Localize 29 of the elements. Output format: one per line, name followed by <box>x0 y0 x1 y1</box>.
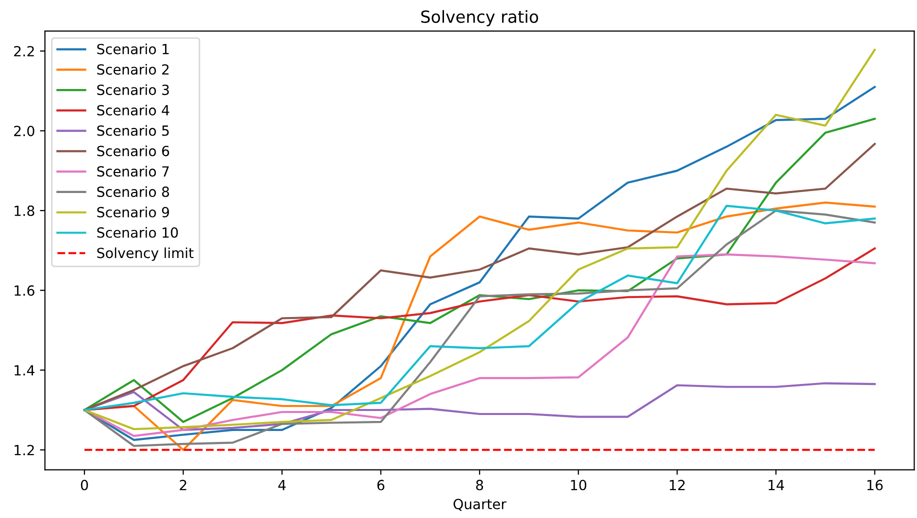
legend-label: Scenario 4 <box>97 104 170 116</box>
x-tick-label: 0 <box>80 480 88 490</box>
y-tick-label: 1.4 <box>14 365 34 376</box>
x-tick-label: 14 <box>768 480 784 490</box>
legend-label: Scenario 3 <box>97 84 169 96</box>
legend-label: Scenario 7 <box>97 166 169 177</box>
legend-label: Scenario 5 <box>97 125 169 136</box>
x-axis-title: Quarter <box>454 498 506 511</box>
x-tick-label: 16 <box>867 480 883 490</box>
chart-title: Solvency ratio <box>421 10 538 26</box>
x-tick-label: 2 <box>180 480 186 490</box>
x-tick-label: 8 <box>476 480 484 490</box>
y-tick-label: 1.6 <box>14 285 34 296</box>
x-tick-label: 12 <box>670 480 685 490</box>
y-tick-label: 2.0 <box>14 126 34 136</box>
legend-label: Scenario 1 <box>97 44 169 54</box>
line-series <box>83 204 876 412</box>
x-tick-label: 4 <box>278 480 286 490</box>
legend-label: Solvency limit <box>97 247 194 261</box>
x-tick-label: 6 <box>377 480 384 490</box>
x-tick-label: 10 <box>571 480 586 490</box>
legend-label: Scenario 10 <box>97 227 178 238</box>
y-tick-label: 1.2 <box>14 444 34 456</box>
y-tick-label: 1.8 <box>14 206 34 216</box>
legend-label: Scenario 8 <box>97 186 169 198</box>
legend-label: Scenario 6 <box>97 146 170 156</box>
y-tick-label: 2.2 <box>14 46 34 56</box>
legend-label: Scenario 9 <box>97 206 169 218</box>
legend-label: Scenario 2 <box>97 64 169 75</box>
